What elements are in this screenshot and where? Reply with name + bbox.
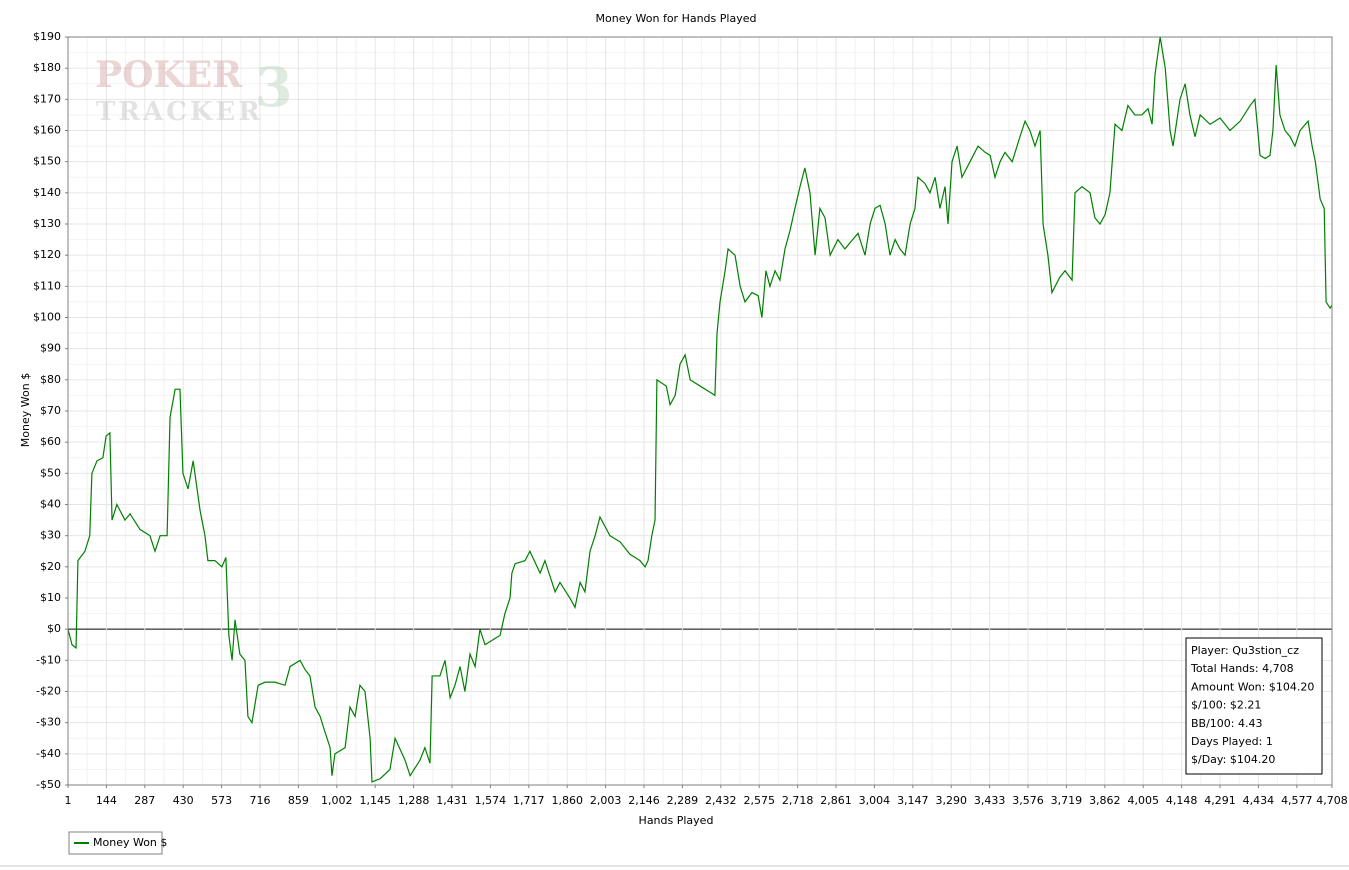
y-tick-label: $80 bbox=[40, 373, 61, 386]
info-line: Player: Qu3stion_cz bbox=[1191, 644, 1299, 657]
y-tick-label: -$30 bbox=[36, 716, 61, 729]
y-tick-label: $150 bbox=[33, 155, 61, 168]
x-tick-label: 4,291 bbox=[1204, 794, 1236, 807]
y-tick-label: $120 bbox=[33, 248, 61, 261]
x-tick-label: 3,147 bbox=[897, 794, 929, 807]
ticks: $190 $180 $170 $160 $150 $140 $130 $120 $110 $100… bbox=[33, 30, 1348, 807]
info-line: BB/100: 4.43 bbox=[1191, 717, 1263, 730]
watermark-text: POKER bbox=[95, 54, 243, 96]
y-tick-label: $0 bbox=[47, 622, 61, 635]
y-tick-label: $70 bbox=[40, 404, 61, 417]
info-line: $/100: $2.21 bbox=[1191, 699, 1261, 712]
info-box-frame bbox=[1185, 637, 1323, 775]
x-tick-label: 1,431 bbox=[436, 794, 468, 807]
x-tick-label: 4,434 bbox=[1243, 794, 1275, 807]
x-tick-label: 2,718 bbox=[782, 794, 814, 807]
y-axis-label: Money Won $ bbox=[19, 373, 32, 447]
x-tick-label: 430 bbox=[173, 794, 194, 807]
info-line: $/Day: $104.20 bbox=[1191, 753, 1275, 766]
x-tick-label: 4,708 bbox=[1316, 794, 1348, 807]
x-tick-label: 716 bbox=[250, 794, 271, 807]
x-tick-label: 2,861 bbox=[820, 794, 852, 807]
x-tick-label: 3,576 bbox=[1012, 794, 1044, 807]
x-tick-label: 287 bbox=[134, 794, 155, 807]
y-tick-label: $20 bbox=[40, 560, 61, 573]
x-tick-label: 3,862 bbox=[1089, 794, 1121, 807]
y-tick-label: $10 bbox=[40, 591, 61, 604]
x-tick-label: 1,574 bbox=[475, 794, 507, 807]
y-tick-label: $190 bbox=[33, 30, 61, 43]
legend: Money Won $ bbox=[68, 831, 167, 855]
info-box: Player: Qu3stion_cz Total Hands: 4,708 Amo… bbox=[1185, 637, 1323, 775]
info-line: Amount Won: $104.20 bbox=[1191, 680, 1314, 693]
x-tick-label: 3,004 bbox=[859, 794, 891, 807]
x-tick-label: 2,575 bbox=[743, 794, 775, 807]
x-tick-label: 1 bbox=[65, 794, 72, 807]
y-tick-label: $140 bbox=[33, 186, 61, 199]
y-tick-label: -$10 bbox=[36, 653, 61, 666]
watermark-text: 3 bbox=[255, 55, 293, 119]
x-tick-label: 2,003 bbox=[590, 794, 622, 807]
x-tick-label: 3,290 bbox=[935, 794, 967, 807]
x-tick-label: 3,719 bbox=[1051, 794, 1083, 807]
x-tick-label: 2,289 bbox=[667, 794, 699, 807]
chart-title: Money Won for Hands Played bbox=[596, 12, 757, 25]
y-tick-label: $180 bbox=[33, 61, 61, 74]
line-series bbox=[67, 36, 1333, 783]
x-tick-label: 1,860 bbox=[551, 794, 583, 807]
y-tick-label: $100 bbox=[33, 311, 61, 324]
x-tick-label: 2,432 bbox=[705, 794, 737, 807]
info-line: Days Played: 1 bbox=[1191, 735, 1273, 748]
x-tick-label: 4,577 bbox=[1281, 794, 1313, 807]
x-tick-label: 1,002 bbox=[321, 794, 353, 807]
y-tick-label: $160 bbox=[33, 124, 61, 137]
y-tick-label: $30 bbox=[40, 529, 61, 542]
y-tick-label: $110 bbox=[33, 279, 61, 292]
y-tick-label: $40 bbox=[40, 498, 61, 511]
y-tick-label: -$50 bbox=[36, 778, 61, 791]
x-tick-label: 1,288 bbox=[398, 794, 430, 807]
x-tick-label: 144 bbox=[96, 794, 117, 807]
x-tick-label: 1,717 bbox=[513, 794, 545, 807]
y-tick-label: $130 bbox=[33, 217, 61, 230]
legend-label: Money Won $ bbox=[93, 836, 167, 849]
y-tick-label: $50 bbox=[40, 466, 61, 479]
x-tick-label: 4,148 bbox=[1166, 794, 1198, 807]
x-tick-label: 4,005 bbox=[1127, 794, 1159, 807]
legend-frame bbox=[68, 831, 163, 855]
watermark-text: TRACKER bbox=[96, 97, 263, 127]
y-tick-label: -$20 bbox=[36, 685, 61, 698]
x-tick-label: 573 bbox=[211, 794, 232, 807]
y-tick-label: $90 bbox=[40, 342, 61, 355]
watermark: POKER TRACKER 3 bbox=[95, 54, 293, 127]
info-line: Total Hands: 4,708 bbox=[1190, 662, 1294, 675]
y-tick-label: -$40 bbox=[36, 747, 61, 760]
plot-border bbox=[67, 36, 1333, 786]
x-tick-label: 2,146 bbox=[628, 794, 660, 807]
y-tick-label: $170 bbox=[33, 92, 61, 105]
x-tick-label: 1,145 bbox=[359, 794, 391, 807]
y-tick-label: $60 bbox=[40, 435, 61, 448]
x-tick-label: 3,433 bbox=[974, 794, 1006, 807]
plot bbox=[67, 36, 1333, 783]
x-tick-label: 859 bbox=[288, 794, 309, 807]
x-axis-label: Hands Played bbox=[639, 814, 714, 827]
